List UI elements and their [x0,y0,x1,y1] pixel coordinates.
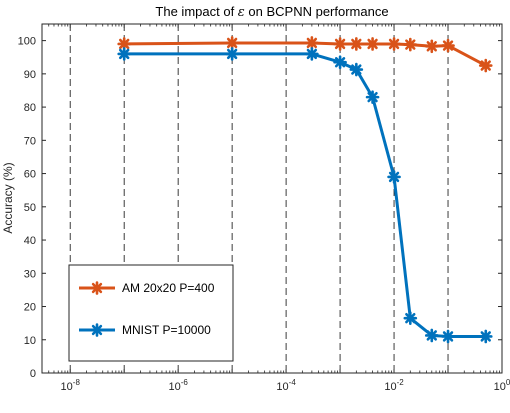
series-0 [117,36,493,73]
data-point [333,55,347,70]
chart-title: The impact of ε on BCPNN performance [155,4,388,20]
series-layer [117,36,493,344]
y-tick-label: 30 [24,268,36,280]
marker-stroke [351,38,362,50]
marker-stroke [351,64,362,75]
marker-stroke [442,331,454,342]
marker-stroke [91,282,103,294]
x-tick-exponent: -2 [397,378,405,387]
data-point [424,328,439,343]
marker-stroke [426,330,437,341]
data-point [403,37,418,52]
y-tick-label: 40 [24,235,36,247]
x-tick-label: 10-2 [384,378,404,393]
data-point [441,38,455,53]
marker-stroke [306,48,318,60]
y-tick-label: 100 [18,36,36,48]
marker-stroke [405,312,416,324]
x-tick-base: 10 [61,381,73,393]
data-point [225,47,239,61]
marker-stroke [226,37,238,49]
plot-frame [41,23,503,374]
marker-stroke [306,37,318,49]
x-tick-label: 10-6 [168,378,188,393]
marker-stroke [388,38,400,50]
y-ticks: 0 10 20 30 40 50 60 70 80 90 100 [18,36,502,380]
legend-marker [90,281,104,295]
data-point [387,37,401,51]
marker-stroke [426,41,437,52]
data-point [365,37,380,51]
data-point [305,47,319,61]
data-point [349,37,364,51]
y-tick-label: 0 [30,368,36,380]
y-tick-label: 20 [24,302,36,314]
marker-stroke [367,38,378,50]
y-tick-label: 80 [24,102,36,114]
legend-label: AM 20x20 P=400 [122,281,215,295]
marker-stroke [334,57,346,68]
data-point [424,39,439,54]
marker-stroke [442,40,454,51]
marker-stroke [119,48,130,60]
data-point [117,47,131,61]
x-tick-base: 10 [276,381,288,393]
data-point [478,329,493,344]
chart-title-suffix: on BCPNN performance [245,4,389,19]
x-tick-exponent: -4 [289,378,297,387]
y-axis-label: Accuracy (%) [1,162,15,233]
marker-stroke [119,38,130,50]
data-point [441,329,455,344]
chart-title-symbol: ε [238,5,245,20]
data-point [117,37,131,51]
x-tick-exponent: -8 [73,378,81,387]
data-point [225,36,239,50]
data-point [403,311,418,325]
x-tick-base: 10 [494,381,506,393]
marker-stroke [480,331,491,342]
marker-stroke [226,48,238,60]
data-point [387,170,401,184]
data-point [349,62,364,77]
marker-stroke [480,60,491,71]
y-tick-label: 90 [24,69,36,81]
y-tick-label: 50 [24,202,36,214]
y-tick-label: 10 [24,335,36,347]
data-point [333,37,347,51]
marker-stroke [334,38,346,50]
marker-stroke [388,171,400,183]
marker-stroke [91,324,103,336]
x-tick-base: 10 [168,381,180,393]
chart-title-prefix: The impact of [155,4,237,19]
y-tick-label: 70 [24,135,36,147]
legend-marker [90,323,104,337]
x-tick-base: 10 [384,381,396,393]
x-tick-label: 100 [494,378,510,393]
x-tick-exponent: 0 [506,378,510,387]
data-point [365,90,380,104]
marker-stroke [367,91,378,103]
legend-label: MNIST P=10000 [122,323,211,337]
marker-stroke [405,39,416,50]
series-1 [117,47,493,344]
x-tick-exponent: -6 [181,378,189,387]
legend: AM 20x20 P=400 MNIST P=10000 [68,264,234,362]
data-point [305,36,319,50]
x-tick-label: 10-4 [276,378,296,393]
data-point [478,58,493,73]
legend-box [68,264,234,362]
y-tick-label: 60 [24,169,36,181]
x-tick-label: 10-8 [61,378,81,393]
